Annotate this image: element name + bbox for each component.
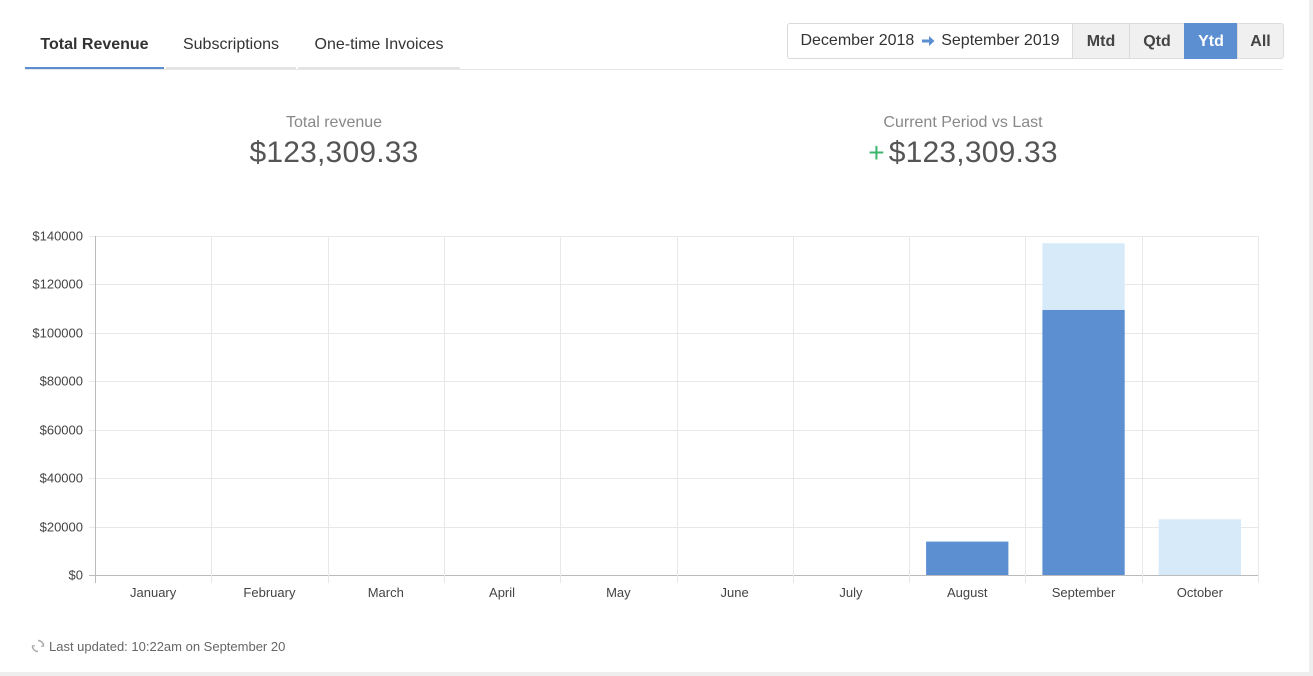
y-tick-label: $60000 bbox=[40, 423, 83, 438]
x-tick-label: January bbox=[130, 585, 177, 600]
period-comparison-label: Current Period vs Last bbox=[883, 114, 1043, 131]
bar-segment bbox=[1042, 309, 1125, 575]
period-comparison-stat: Current Period vs Last + $123,309.33 bbox=[800, 114, 1126, 170]
total-revenue-value: $123,309.33 bbox=[249, 136, 419, 169]
all-button[interactable]: All bbox=[1237, 23, 1284, 59]
x-tick-label: July bbox=[839, 585, 863, 600]
x-tick-label: February bbox=[243, 585, 296, 600]
revenue-bar-chart: $0 $20000 $40000 $60000 $80000 $100000 $120000… bbox=[32, 229, 1259, 600]
bar-segment bbox=[1042, 243, 1125, 310]
bar-segment bbox=[1158, 519, 1241, 575]
y-tick-label: $0 bbox=[69, 568, 83, 583]
total-revenue-stat: Total revenue $123,309.33 bbox=[184, 114, 484, 170]
tab-one-time-invoices[interactable]: One-time Invoices bbox=[298, 22, 460, 69]
x-tick-label: August bbox=[947, 585, 988, 600]
last-updated-text: Last updated: 10:22am on September 20 bbox=[49, 639, 286, 654]
refresh-icon bbox=[31, 639, 45, 653]
x-tick-label: March bbox=[368, 585, 404, 600]
date-range-picker[interactable]: December 2018 September 2019 bbox=[787, 23, 1073, 59]
x-tick-label: June bbox=[721, 585, 749, 600]
date-range-end: September 2019 bbox=[941, 32, 1060, 49]
tab-total-revenue[interactable]: Total Revenue bbox=[25, 22, 164, 69]
x-tick-label: September bbox=[1052, 585, 1116, 600]
ytd-button[interactable]: Ytd bbox=[1184, 23, 1238, 59]
y-tick-label: $120000 bbox=[32, 277, 83, 292]
y-tick-label: $100000 bbox=[32, 326, 83, 341]
y-tick-label: $40000 bbox=[40, 471, 83, 486]
y-tick-label: $140000 bbox=[32, 229, 83, 244]
mtd-button[interactable]: Mtd bbox=[1072, 23, 1130, 59]
period-comparison-value: $123,309.33 bbox=[888, 136, 1058, 169]
qtd-button[interactable]: Qtd bbox=[1129, 23, 1185, 59]
x-tick-label: May bbox=[606, 585, 631, 600]
total-revenue-label: Total revenue bbox=[285, 114, 383, 131]
arrow-right-icon bbox=[921, 35, 935, 46]
plus-icon: + bbox=[868, 137, 885, 168]
x-tick-label: October bbox=[1177, 585, 1224, 600]
bar-segment bbox=[926, 541, 1009, 575]
date-range-start: December 2018 bbox=[800, 32, 915, 49]
tab-subscriptions[interactable]: Subscriptions bbox=[166, 22, 296, 69]
y-tick-label: $80000 bbox=[40, 374, 83, 389]
y-tick-label: $20000 bbox=[40, 520, 83, 535]
period-comparison-value-row: + $123,309.33 bbox=[800, 136, 1126, 170]
x-tick-label: April bbox=[489, 585, 515, 600]
last-updated: Last updated: 10:22am on September 20 bbox=[31, 639, 285, 654]
tab-bar: Total Revenue Subscriptions One-time Inv… bbox=[25, 22, 1283, 70]
